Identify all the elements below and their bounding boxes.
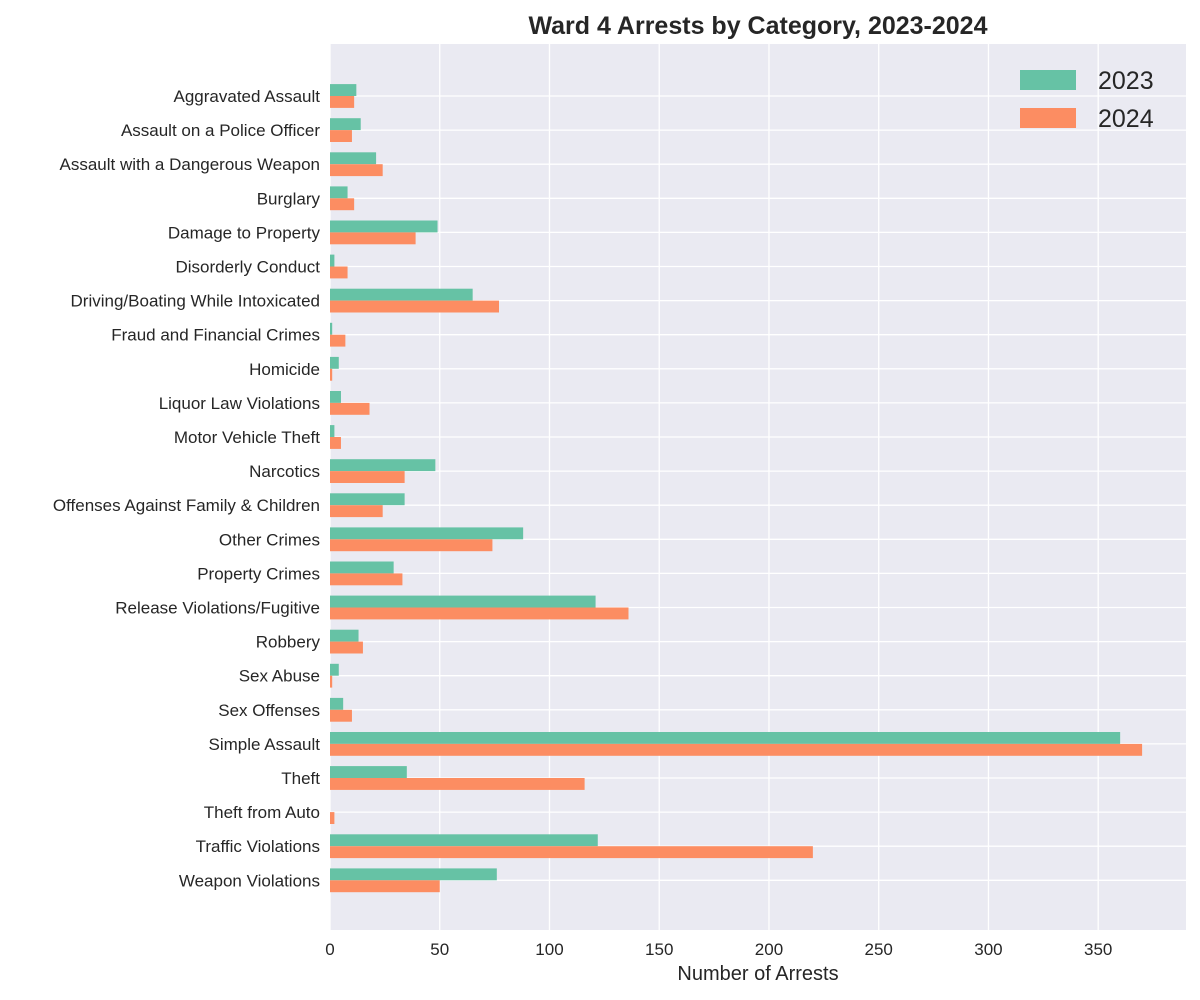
- bar-2024: [330, 505, 383, 518]
- x-tick-label: 50: [430, 940, 449, 959]
- bar-2023: [330, 84, 357, 96]
- y-tick-label: Damage to Property: [168, 223, 321, 242]
- y-tick-label: Assault on a Police Officer: [121, 121, 320, 140]
- legend-label-2024: 2024: [1098, 105, 1154, 133]
- legend: 2023 2024: [1020, 67, 1154, 133]
- bar-2023: [330, 425, 335, 437]
- bar-2023: [330, 322, 333, 335]
- y-tick-label: Sex Abuse: [239, 667, 320, 686]
- y-tick-label: Sex Offenses: [218, 701, 320, 720]
- bar-2024: [330, 266, 348, 279]
- bar-2024: [330, 675, 333, 688]
- y-tick-label: Driving/Boating While Intoxicated: [71, 292, 320, 311]
- bar-2024: [330, 573, 403, 586]
- bar-2024: [330, 709, 352, 722]
- y-tick-label: Liquor Law Violations: [159, 394, 320, 413]
- chart-title: Ward 4 Arrests by Category, 2023-2024: [528, 12, 987, 40]
- y-tick-label: Robbery: [256, 633, 321, 652]
- bar-2023: [330, 732, 1121, 744]
- bar-2024: [330, 743, 1143, 756]
- y-tick-label: Burglary: [257, 189, 321, 208]
- x-axis-label: Number of Arrests: [677, 963, 838, 985]
- bar-2024: [330, 812, 335, 824]
- y-tick-label: Motor Vehicle Theft: [174, 428, 320, 447]
- bar-2024: [330, 402, 370, 415]
- bar-2023: [330, 288, 473, 301]
- bar-2023: [330, 561, 394, 574]
- y-tick-label: Offenses Against Family & Children: [53, 496, 320, 515]
- bars: [330, 84, 1143, 893]
- bar-2023: [330, 595, 596, 608]
- y-tick-label: Other Crimes: [219, 530, 320, 549]
- y-tick-labels: Aggravated Assault Assault on a Police Of…: [53, 87, 321, 890]
- y-tick-label: Theft: [281, 769, 320, 788]
- bar-2023: [330, 697, 344, 710]
- bar-2023: [330, 868, 497, 881]
- y-tick-label: Release Violations/Fugitive: [115, 599, 320, 618]
- y-tick-label: Theft from Auto: [204, 803, 320, 822]
- bar-2023: [330, 493, 405, 506]
- bar-2023: [330, 629, 359, 642]
- y-tick-label: Narcotics: [249, 462, 320, 481]
- bar-2023: [330, 356, 339, 369]
- bar-2024: [330, 641, 363, 654]
- y-tick-label: Traffic Violations: [196, 837, 320, 856]
- bar-2024: [330, 437, 341, 449]
- x-tick-labels: 0 50 100 150 200 250 300 350: [325, 940, 1112, 959]
- y-tick-label: Disorderly Conduct: [175, 258, 320, 277]
- bar-2024: [330, 846, 813, 859]
- bar-2024: [330, 96, 355, 108]
- x-tick-label: 350: [1084, 940, 1112, 959]
- bar-2023: [330, 152, 377, 165]
- bar-2023: [330, 220, 438, 233]
- bar-2024: [330, 130, 352, 142]
- bar-2024: [330, 880, 440, 893]
- y-tick-label: Property Crimes: [197, 564, 320, 583]
- bar-2024: [330, 778, 585, 790]
- bar-2023: [330, 459, 436, 472]
- bar-2023: [330, 663, 339, 676]
- x-tick-label: 300: [974, 940, 1002, 959]
- plot-area: [330, 44, 1186, 930]
- legend-swatch-2024: [1020, 108, 1076, 128]
- x-tick-label: 100: [535, 940, 563, 959]
- bar-2023: [330, 766, 407, 778]
- bar-2024: [330, 300, 500, 313]
- x-tick-label: 200: [755, 940, 783, 959]
- bar-2024: [330, 198, 355, 211]
- x-tick-label: 0: [325, 940, 334, 959]
- bar-2024: [330, 539, 493, 552]
- bar-2023: [330, 391, 341, 403]
- bar-2024: [330, 334, 346, 347]
- x-tick-label: 250: [865, 940, 893, 959]
- bar-2024: [330, 232, 416, 245]
- bar-2023: [330, 527, 524, 540]
- bar-2023: [330, 118, 361, 131]
- x-tick-label: 150: [645, 940, 673, 959]
- y-tick-label: Aggravated Assault: [174, 87, 321, 106]
- bar-2023: [330, 834, 598, 847]
- bar-2024: [330, 471, 405, 483]
- legend-swatch-2023: [1020, 70, 1076, 90]
- y-tick-label: Weapon Violations: [179, 871, 320, 890]
- y-tick-label: Assault with a Dangerous Weapon: [59, 155, 320, 174]
- bar-2024: [330, 607, 629, 620]
- bar-2024: [330, 368, 333, 381]
- legend-label-2023: 2023: [1098, 67, 1154, 95]
- bar-2023: [330, 186, 348, 199]
- bar-2024: [330, 164, 383, 177]
- y-tick-label: Homicide: [249, 360, 320, 379]
- bar-2023: [330, 254, 335, 267]
- grid-lines: [329, 44, 1186, 930]
- y-tick-label: Fraud and Financial Crimes: [111, 326, 320, 345]
- y-tick-label: Simple Assault: [209, 735, 321, 754]
